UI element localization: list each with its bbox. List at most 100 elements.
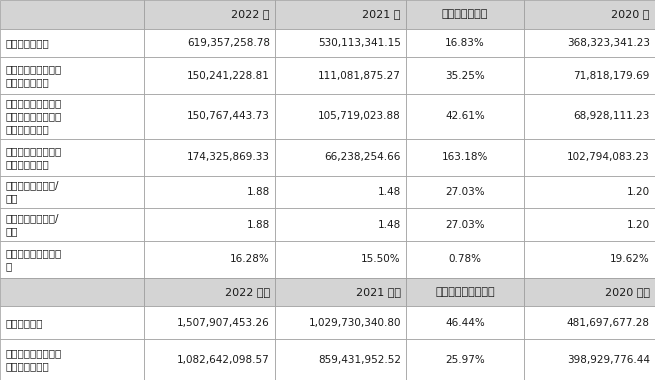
Text: 1.48: 1.48 — [378, 220, 401, 230]
Bar — [275, 339, 406, 380]
Bar — [144, 339, 275, 380]
Text: 1.48: 1.48 — [378, 187, 401, 197]
Bar — [406, 139, 524, 176]
Bar — [406, 278, 524, 306]
Bar — [144, 208, 275, 241]
Text: 398,929,776.44: 398,929,776.44 — [567, 355, 650, 364]
Text: 163.18%: 163.18% — [442, 152, 488, 162]
Text: 1,507,907,453.26: 1,507,907,453.26 — [177, 318, 270, 328]
Text: 150,241,228.81: 150,241,228.81 — [187, 71, 270, 81]
Bar — [0, 208, 144, 241]
Text: 2020 年末: 2020 年末 — [605, 287, 650, 297]
Text: 111,081,875.27: 111,081,875.27 — [318, 71, 401, 81]
Text: 15.50%: 15.50% — [362, 255, 401, 264]
Text: 2022 年: 2022 年 — [231, 9, 270, 19]
Bar — [524, 278, 655, 306]
Bar — [275, 0, 406, 28]
Bar — [406, 57, 524, 94]
Bar — [524, 28, 655, 57]
Bar — [275, 208, 406, 241]
Text: 归属于上市公司股东
的扣除非经常性损益
的净利润（元）: 归属于上市公司股东 的扣除非经常性损益 的净利润（元） — [5, 98, 62, 135]
Text: 归属于上市公司股东
的净利润（元）: 归属于上市公司股东 的净利润（元） — [5, 64, 62, 87]
Bar — [144, 306, 275, 339]
Text: 1.88: 1.88 — [247, 187, 270, 197]
Text: 基本每股收益（元/
股）: 基本每股收益（元/ 股） — [5, 180, 59, 204]
Bar — [275, 278, 406, 306]
Bar — [406, 176, 524, 208]
Text: 71,818,179.69: 71,818,179.69 — [573, 71, 650, 81]
Bar — [406, 94, 524, 139]
Text: 368,323,341.23: 368,323,341.23 — [567, 38, 650, 48]
Text: 19.62%: 19.62% — [610, 255, 650, 264]
Bar — [406, 0, 524, 28]
Text: 营业收入（元）: 营业收入（元） — [5, 38, 49, 48]
Text: 66,238,254.66: 66,238,254.66 — [324, 152, 401, 162]
Text: 2021 年末: 2021 年末 — [356, 287, 401, 297]
Bar — [144, 278, 275, 306]
Text: 1.88: 1.88 — [247, 220, 270, 230]
Bar — [275, 57, 406, 94]
Bar — [0, 139, 144, 176]
Bar — [144, 57, 275, 94]
Bar — [524, 139, 655, 176]
Bar — [275, 28, 406, 57]
Bar — [0, 176, 144, 208]
Bar — [0, 0, 144, 28]
Text: 2021 年: 2021 年 — [362, 9, 401, 19]
Text: 16.28%: 16.28% — [230, 255, 270, 264]
Text: 1.20: 1.20 — [627, 187, 650, 197]
Text: 150,767,443.73: 150,767,443.73 — [187, 111, 270, 122]
Bar — [524, 306, 655, 339]
Text: 68,928,111.23: 68,928,111.23 — [573, 111, 650, 122]
Text: 16.83%: 16.83% — [445, 38, 485, 48]
Bar — [524, 94, 655, 139]
Bar — [0, 339, 144, 380]
Bar — [0, 57, 144, 94]
Bar — [275, 139, 406, 176]
Bar — [275, 241, 406, 278]
Bar — [275, 306, 406, 339]
Text: 本年末比上年末增减: 本年末比上年末增减 — [435, 287, 495, 297]
Text: 481,697,677.28: 481,697,677.28 — [567, 318, 650, 328]
Text: 总资产（元）: 总资产（元） — [5, 318, 43, 328]
Bar — [406, 28, 524, 57]
Bar — [144, 94, 275, 139]
Text: 2020 年: 2020 年 — [611, 9, 650, 19]
Text: 105,719,023.88: 105,719,023.88 — [318, 111, 401, 122]
Bar — [524, 176, 655, 208]
Bar — [406, 208, 524, 241]
Text: 25.97%: 25.97% — [445, 355, 485, 364]
Text: 2022 年末: 2022 年末 — [225, 287, 270, 297]
Bar — [0, 94, 144, 139]
Bar — [406, 241, 524, 278]
Text: 1.20: 1.20 — [627, 220, 650, 230]
Bar — [275, 176, 406, 208]
Bar — [144, 28, 275, 57]
Bar — [0, 241, 144, 278]
Bar — [406, 339, 524, 380]
Bar — [144, 0, 275, 28]
Bar — [524, 339, 655, 380]
Text: 27.03%: 27.03% — [445, 220, 485, 230]
Bar — [524, 208, 655, 241]
Text: 归属于上市公司股东
的净资产（元）: 归属于上市公司股东 的净资产（元） — [5, 348, 62, 371]
Text: 稀释每股收益（元/
股）: 稀释每股收益（元/ 股） — [5, 213, 59, 236]
Bar — [524, 57, 655, 94]
Text: 0.78%: 0.78% — [449, 255, 481, 264]
Text: 27.03%: 27.03% — [445, 187, 485, 197]
Bar — [0, 306, 144, 339]
Text: 本年比上年增减: 本年比上年增减 — [442, 9, 488, 19]
Text: 619,357,258.78: 619,357,258.78 — [187, 38, 270, 48]
Text: 1,082,642,098.57: 1,082,642,098.57 — [177, 355, 270, 364]
Text: 1,029,730,340.80: 1,029,730,340.80 — [309, 318, 401, 328]
Text: 42.61%: 42.61% — [445, 111, 485, 122]
Bar — [144, 241, 275, 278]
Bar — [144, 176, 275, 208]
Text: 加权平均净资产收益
率: 加权平均净资产收益 率 — [5, 248, 62, 271]
Text: 102,794,083.23: 102,794,083.23 — [567, 152, 650, 162]
Text: 经营活动产生的现金
流量净额（元）: 经营活动产生的现金 流量净额（元） — [5, 146, 62, 169]
Text: 35.25%: 35.25% — [445, 71, 485, 81]
Bar — [144, 139, 275, 176]
Bar — [275, 94, 406, 139]
Text: 530,113,341.15: 530,113,341.15 — [318, 38, 401, 48]
